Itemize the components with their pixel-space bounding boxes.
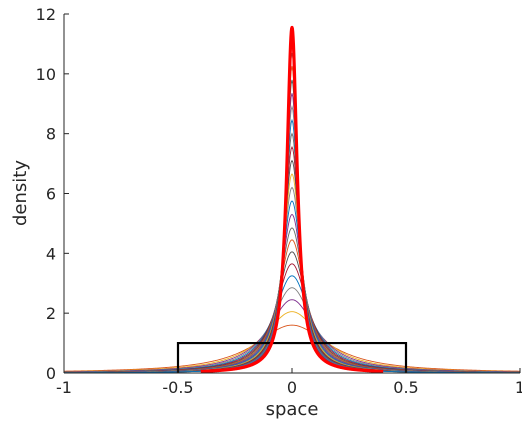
initial-density-box [176,341,408,373]
intermediate-density-curve [63,93,521,374]
y-tick-label: 12 [36,5,56,24]
x-tick-label: 0.5 [393,378,418,397]
density-curves [63,25,521,374]
y-axis-label: density [10,160,31,226]
intermediate-density-curve [63,299,521,373]
y-tick-label: 10 [36,65,56,84]
y-tick-label: 2 [46,304,56,323]
intermediate-density-curve [64,159,520,374]
intermediate-density-curve [64,186,520,373]
x-tick-label: -0.5 [162,378,193,397]
intermediate-density-curve [64,239,520,373]
intermediate-density-curve [64,213,520,373]
x-ticks: -1 -0.5 0 0.5 1 [56,368,522,397]
y-tick-label: 6 [46,185,56,204]
intermediate-density-curve [64,132,520,374]
y-tick-label: 0 [46,364,56,383]
intermediate-density-curve [64,66,520,374]
x-tick-label: -1 [56,378,72,397]
y-tick-label: 4 [46,244,56,263]
x-tick-label: 0 [287,378,297,397]
intermediate-density-curve [64,200,520,373]
intermediate-density-curve [63,263,521,373]
intermediate-density-curve [63,287,521,373]
axes: -1 -0.5 0 0.5 1 0 2 4 6 8 10 12 [36,5,522,397]
x-axis-label: space [266,399,319,420]
x-tick-label: 1 [515,378,522,397]
intermediate-density-curve [63,40,521,374]
intermediate-density-curve [63,324,521,372]
intermediate-density-curve [63,311,521,373]
intermediate-density-curve [64,146,520,374]
intermediate-density-curve [63,275,521,373]
y-ticks: 0 2 4 6 8 10 12 [36,5,69,383]
intermediate-density-curve [64,118,520,374]
y-tick-label: 8 [46,125,56,144]
intermediate-density-curve [64,79,520,374]
final-density-curve [199,25,385,373]
